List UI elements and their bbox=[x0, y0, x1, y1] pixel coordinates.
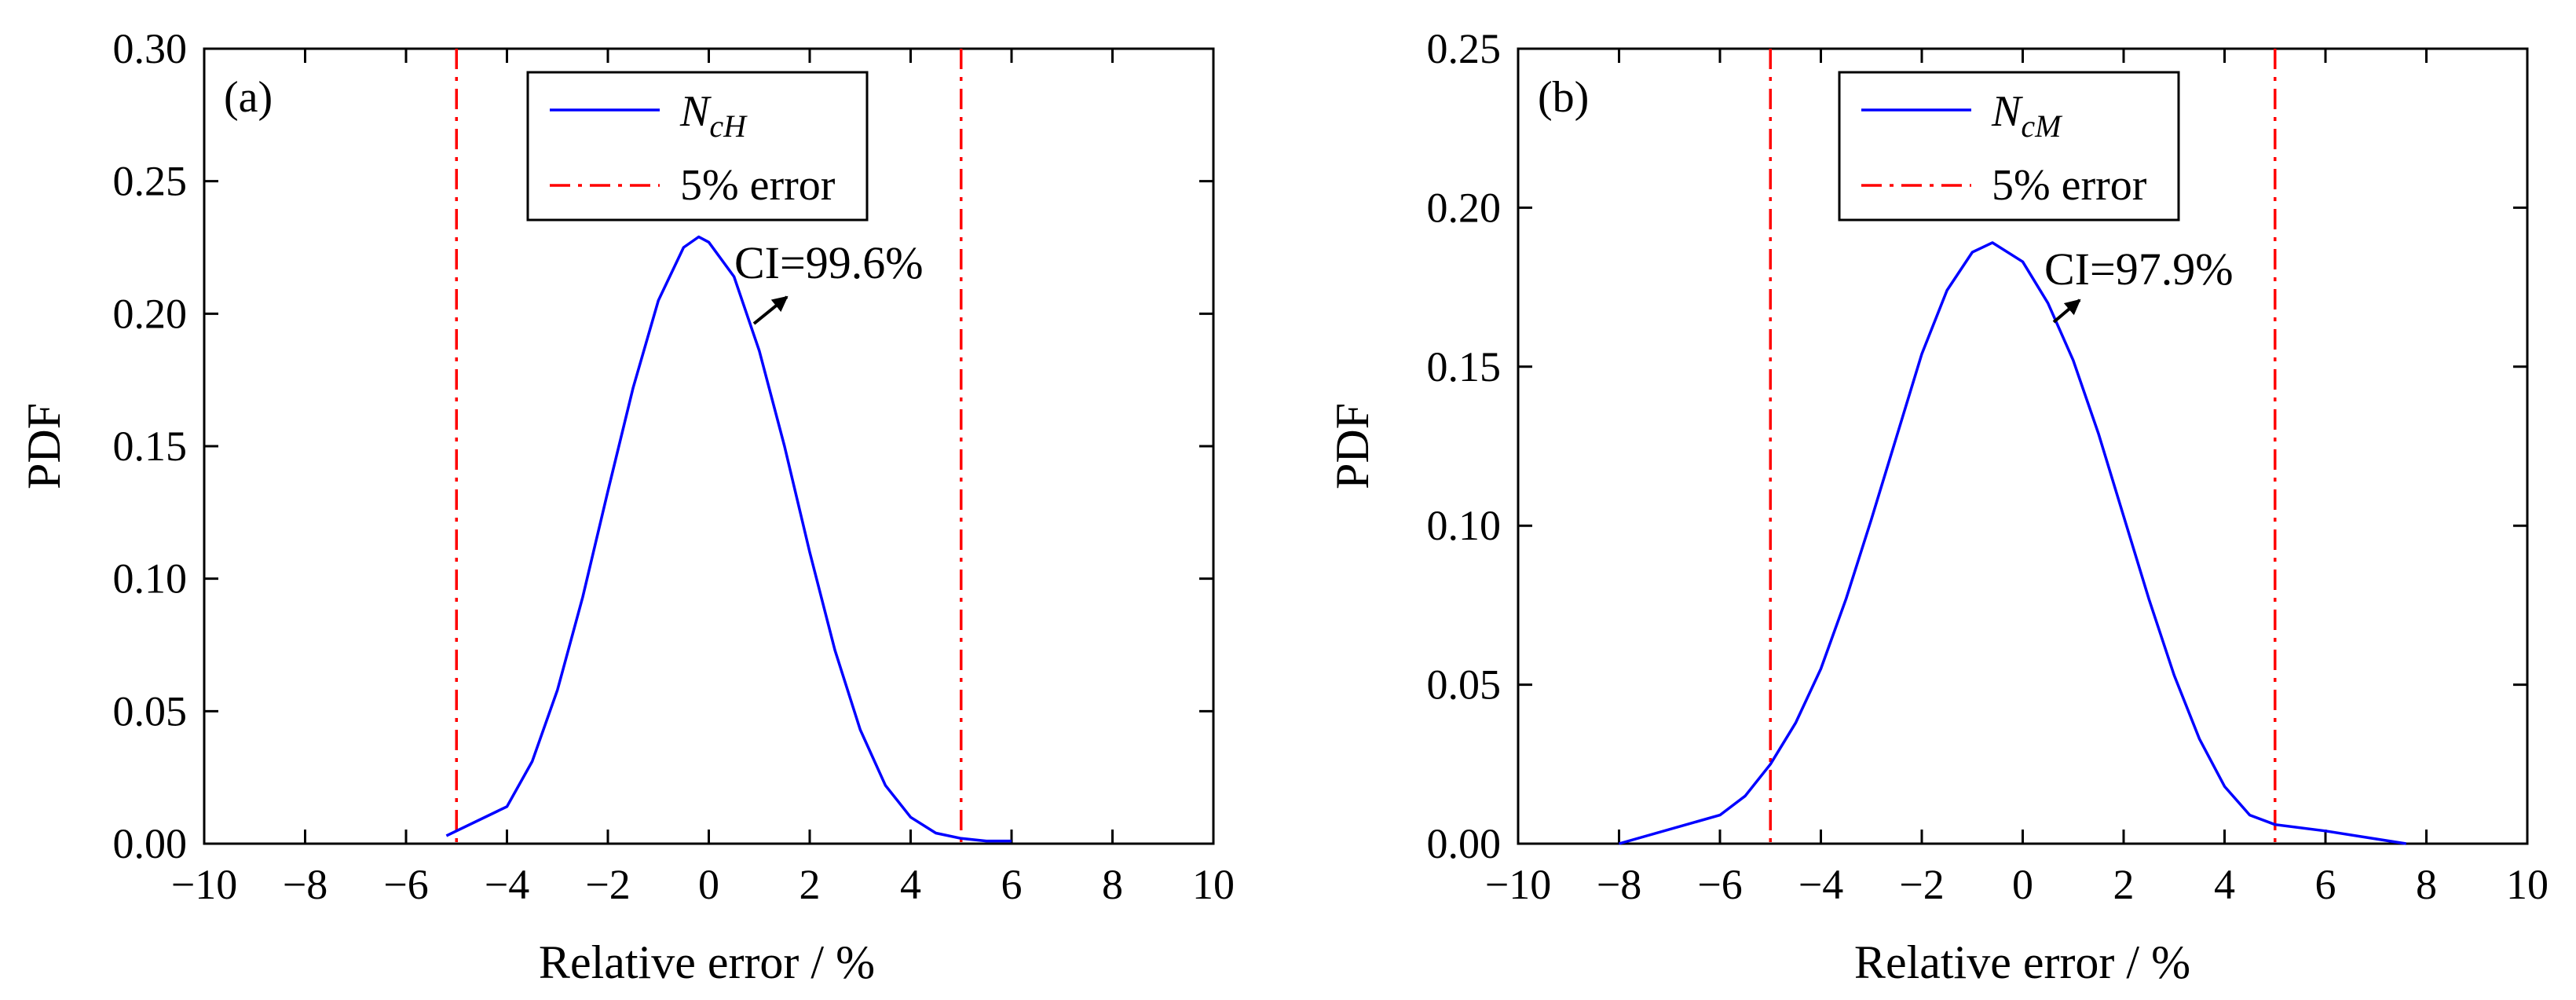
legend: NcM 5% error bbox=[1838, 71, 2180, 222]
x-tick-label: −2 bbox=[1899, 861, 1944, 908]
x-tick-label: 4 bbox=[2214, 861, 2235, 908]
ci-annotation: CI=99.6% bbox=[734, 237, 924, 325]
x-axis: −10 −8 −6 −4 −2 0 2 4 6 8 10 bbox=[1485, 49, 2549, 908]
ci-label: CI=99.6% bbox=[734, 237, 924, 288]
x-tick-label: −8 bbox=[1597, 861, 1641, 908]
x-tick-label: 6 bbox=[2315, 861, 2336, 908]
x-tick-label: −8 bbox=[283, 861, 327, 908]
y-tick-label: 0.10 bbox=[113, 555, 188, 603]
legend-box bbox=[526, 71, 869, 222]
pdf-curve bbox=[1619, 241, 2407, 845]
x-tick-label: −10 bbox=[1485, 861, 1551, 908]
legend-label-curve: NcH bbox=[679, 87, 748, 144]
y-axis-title: PDF bbox=[1326, 403, 1378, 489]
y-tick-label: 0.00 bbox=[113, 820, 188, 867]
x-tick-label: −6 bbox=[1697, 861, 1742, 908]
y-tick-label: 0.05 bbox=[113, 687, 188, 734]
y-tick-label: 0.00 bbox=[1427, 820, 1502, 867]
series-group bbox=[1619, 241, 2407, 845]
y-tick-label: 0.25 bbox=[1427, 25, 1502, 72]
x-tick-label: 0 bbox=[698, 861, 719, 908]
x-tick-label: 8 bbox=[1102, 861, 1123, 908]
y-tick-label: 0.20 bbox=[113, 290, 188, 337]
panel-label: (a) bbox=[224, 73, 273, 122]
legend-label-curve: NcM bbox=[1991, 87, 2063, 144]
x-tick-label: 10 bbox=[1192, 861, 1235, 908]
x-tick-label: −6 bbox=[383, 861, 428, 908]
panel-a: 0.00 0.05 0.10 0.15 0.20 0.25 0.30 −10 −8 −6 −4 −2… bbox=[18, 25, 1235, 988]
y-axis-title: PDF bbox=[18, 403, 70, 489]
error-reference-lines bbox=[455, 49, 963, 844]
x-tick-label: −10 bbox=[171, 861, 237, 908]
legend-label-error: 5% error bbox=[680, 161, 836, 210]
x-tick-label: 2 bbox=[800, 861, 821, 908]
y-axis: 0.00 0.05 0.10 0.15 0.20 0.25 bbox=[1427, 25, 2527, 867]
y-tick-label: 0.30 bbox=[113, 25, 188, 72]
y-tick-label: 0.25 bbox=[113, 158, 188, 205]
ci-annotation: CI=97.9% bbox=[2044, 244, 2234, 324]
x-tick-label: −4 bbox=[485, 861, 529, 908]
x-tick-label: 10 bbox=[2506, 861, 2549, 908]
x-axis-title: Relative error / % bbox=[539, 936, 875, 988]
y-tick-label: 0.05 bbox=[1427, 661, 1502, 709]
y-tick-label: 0.20 bbox=[1427, 184, 1502, 231]
x-tick-label: 8 bbox=[2416, 861, 2437, 908]
panel-label: (b) bbox=[1538, 73, 1589, 122]
legend-label-error: 5% error bbox=[1992, 161, 2147, 210]
x-tick-label: 4 bbox=[900, 861, 921, 908]
y-tick-label: 0.15 bbox=[1427, 343, 1502, 390]
x-tick-label: 0 bbox=[2012, 861, 2033, 908]
x-tick-label: 6 bbox=[1001, 861, 1023, 908]
x-tick-label: −4 bbox=[1798, 861, 1843, 908]
panel-b: 0.00 0.05 0.10 0.15 0.20 0.25 −10 −8 −6 −4 −2 0 2 4 6… bbox=[1326, 25, 2549, 988]
legend-box bbox=[1838, 71, 2180, 222]
x-tick-label: 2 bbox=[2113, 861, 2135, 908]
error-reference-lines bbox=[1769, 49, 2277, 844]
series-group bbox=[445, 235, 1012, 843]
ci-arrow bbox=[2052, 299, 2081, 324]
ci-label: CI=97.9% bbox=[2044, 244, 2234, 295]
x-axis: −10 −8 −6 −4 −2 0 2 4 6 8 10 bbox=[171, 49, 1235, 908]
y-tick-label: 0.15 bbox=[113, 423, 188, 470]
y-axis: 0.00 0.05 0.10 0.15 0.20 0.25 0.30 bbox=[113, 25, 1213, 867]
ci-arrow bbox=[752, 295, 789, 325]
pdf-curve bbox=[445, 235, 1012, 843]
x-tick-label: −2 bbox=[585, 861, 630, 908]
y-tick-label: 0.10 bbox=[1427, 502, 1502, 549]
legend: NcH 5% error bbox=[526, 71, 869, 222]
x-axis-title: Relative error / % bbox=[1854, 936, 2190, 988]
